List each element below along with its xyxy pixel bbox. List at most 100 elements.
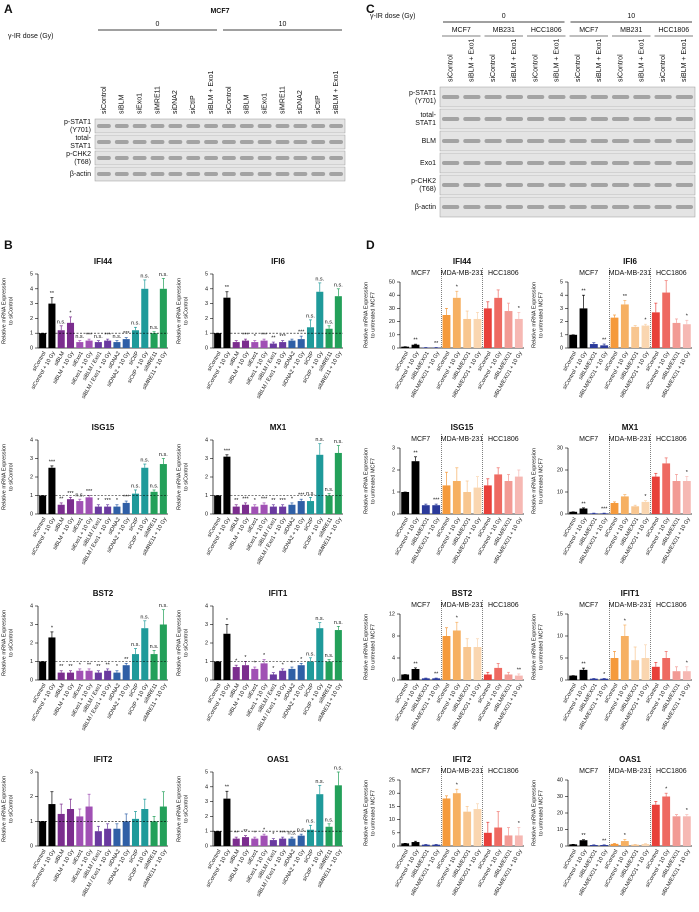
significance: n.s. (334, 439, 343, 445)
bar (651, 312, 660, 348)
bar (641, 501, 650, 514)
band (204, 172, 218, 176)
band (505, 205, 523, 209)
band (311, 156, 326, 160)
y-tick-label: 20 (557, 467, 563, 473)
group-label: MCF7 (411, 768, 430, 775)
lane-label: siBLM + Exo1 (681, 39, 688, 82)
band (633, 205, 651, 209)
bar (113, 506, 121, 514)
chart-title: MX1 (270, 423, 287, 432)
band (569, 95, 587, 99)
band (463, 161, 481, 165)
band (293, 172, 308, 176)
significance: n.s. (325, 487, 334, 493)
y-tick-label: 2 (205, 316, 208, 322)
chart-title: IFIT2 (453, 755, 472, 764)
band (463, 183, 481, 187)
bar (316, 628, 324, 680)
y-tick-label: 1 (392, 489, 395, 495)
bar (131, 654, 140, 680)
bar (76, 670, 84, 680)
row-label: p-STAT1 (409, 90, 436, 97)
y-tick-label: 10 (557, 489, 563, 495)
y-tick-label: 4 (392, 655, 395, 661)
chart-title: IFI44 (94, 257, 113, 266)
significance: * (226, 618, 229, 624)
significance: ** (581, 833, 586, 839)
significance: ** (59, 496, 64, 502)
y-tick-label: 40 (557, 777, 563, 783)
significance: * (518, 821, 521, 827)
bar (48, 804, 56, 846)
band (168, 172, 183, 176)
bar (334, 452, 342, 514)
y-tick-label: 2 (205, 814, 208, 820)
blot-strip (439, 108, 696, 130)
bar (66, 809, 75, 846)
bar (620, 636, 629, 680)
band (633, 117, 651, 121)
group-label: MCF7 (579, 436, 598, 443)
bar (94, 672, 102, 680)
y-tick-label: 3 (30, 456, 33, 462)
bar (66, 322, 75, 348)
band (654, 95, 672, 99)
row-label: p-CHK2 (66, 151, 91, 158)
bar (463, 811, 472, 846)
y-tick-label: 3 (205, 799, 208, 805)
bar (66, 672, 75, 680)
band (132, 140, 147, 144)
band (222, 124, 236, 128)
band (442, 183, 460, 187)
band (548, 205, 566, 209)
y-tick-label: 3 (30, 301, 33, 307)
blot-strip (439, 174, 696, 196)
bar (569, 675, 578, 680)
bar (57, 504, 65, 514)
significance: ** (413, 661, 418, 667)
band (257, 124, 272, 128)
band (612, 117, 630, 121)
group-label: MDA-MB-231 (609, 768, 652, 775)
significance: * (263, 653, 266, 659)
cell-line: HCC1806 (531, 27, 562, 34)
band (114, 172, 129, 176)
significance: *** (279, 498, 286, 504)
significance: *** (86, 333, 93, 339)
bar (682, 816, 691, 846)
group-label: MDA-MB-231 (609, 602, 652, 609)
bar (620, 841, 629, 846)
group-label: MDA-MB-231 (441, 270, 484, 277)
y-tick-label: 2 (205, 640, 208, 646)
significance: ** (413, 450, 418, 456)
bar (483, 674, 492, 680)
y-tick-label: 0 (560, 511, 563, 517)
bar (483, 308, 492, 348)
bar (288, 340, 296, 348)
band (612, 183, 630, 187)
y-tick-label: 1 (30, 659, 33, 665)
bar (473, 487, 482, 514)
significance: ** (517, 667, 522, 673)
y-axis-label: Relative mRNA Expression (363, 282, 369, 348)
bar (662, 463, 671, 514)
bar (113, 828, 121, 846)
bar (452, 481, 461, 514)
bar (288, 504, 296, 514)
band (612, 205, 630, 209)
bar (569, 334, 578, 348)
bar (631, 506, 640, 514)
y-tick-label: 1 (205, 659, 208, 665)
significance: * (254, 831, 257, 837)
lane-label: siDNA2 (297, 90, 304, 114)
significance: n.s. (306, 313, 315, 319)
band (505, 183, 523, 187)
band (548, 161, 566, 165)
lane-label: siControl (660, 54, 667, 82)
y-tick-label: 20 (557, 810, 563, 816)
significance: * (69, 310, 72, 316)
lane-label: siBLM + Exo1 (554, 39, 561, 82)
bar (260, 340, 268, 348)
y-axis-label: to untreated MCF7 (538, 292, 544, 338)
